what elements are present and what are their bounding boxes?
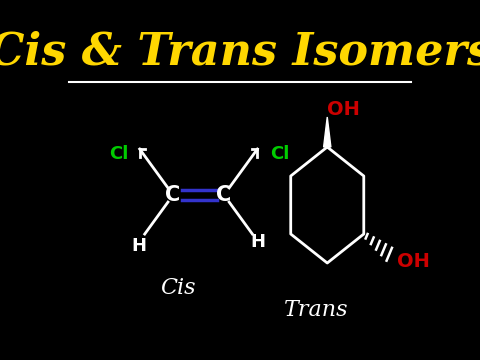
Text: C: C [166, 185, 181, 205]
Text: Trans: Trans [284, 299, 348, 321]
Text: OH: OH [397, 252, 431, 271]
Text: Cis: Cis [160, 277, 196, 299]
Text: H: H [251, 233, 266, 251]
Text: OH: OH [327, 99, 360, 118]
Polygon shape [324, 117, 331, 147]
Text: Cis & Trans Isomers: Cis & Trans Isomers [0, 31, 480, 73]
Text: C: C [216, 185, 232, 205]
Text: Cl: Cl [109, 145, 129, 163]
Text: H: H [132, 237, 146, 255]
Text: Cl: Cl [271, 145, 290, 163]
